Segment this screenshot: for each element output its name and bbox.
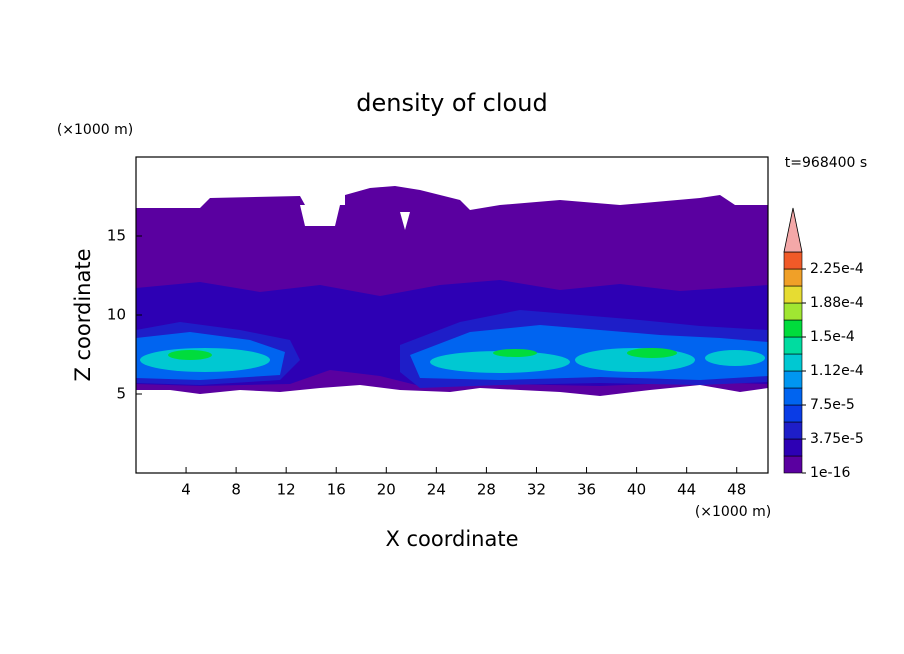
y-tick-label: 10 xyxy=(107,306,126,324)
y-tick-label: 5 xyxy=(116,385,126,403)
colorbar-band xyxy=(783,438,803,457)
contour-region xyxy=(627,348,677,358)
y-unit: (×1000 m) xyxy=(57,122,133,138)
colorbar-over xyxy=(783,207,803,253)
contour-field xyxy=(136,186,768,396)
colorbar-band xyxy=(783,319,803,338)
colorbar-label: 7.5e-5 xyxy=(810,397,855,413)
contour-region xyxy=(430,351,570,373)
x-tick-label: 40 xyxy=(627,481,646,499)
contour-region xyxy=(493,349,537,357)
colorbar-band xyxy=(783,387,803,406)
colorbar-band xyxy=(783,268,803,287)
x-tick-label: 16 xyxy=(327,481,346,499)
chart-title: density of cloud xyxy=(356,89,547,117)
colorbar-label: 2.25e-4 xyxy=(810,261,864,277)
x-unit: (×1000 m) xyxy=(695,504,771,520)
colorbar-band xyxy=(783,285,803,304)
y-axis-label: Z coordinate xyxy=(71,248,95,381)
y-tick-label: 15 xyxy=(107,227,126,245)
colorbar-label: 1.5e-4 xyxy=(810,329,855,345)
x-tick-label: 24 xyxy=(427,481,446,499)
x-tick-label: 48 xyxy=(727,481,746,499)
x-tick-label: 28 xyxy=(477,481,496,499)
colorbar-band xyxy=(783,302,803,321)
colorbar-label: 3.75e-5 xyxy=(810,431,864,447)
colorbar-band xyxy=(783,455,803,474)
x-tick-label: 36 xyxy=(577,481,596,499)
contour-hole xyxy=(300,205,410,230)
x-tick-label: 4 xyxy=(181,481,191,499)
x-tick-label: 20 xyxy=(377,481,396,499)
colorbar-label: 1e-16 xyxy=(810,465,850,481)
x-tick-label: 32 xyxy=(527,481,546,499)
x-tick-label: 44 xyxy=(677,481,696,499)
contour-region xyxy=(705,350,765,366)
colorbar-band xyxy=(783,370,803,389)
x-tick-label: 12 xyxy=(277,481,296,499)
colorbar-label: 1.88e-4 xyxy=(810,295,864,311)
contour-region xyxy=(168,350,212,360)
colorbar-band xyxy=(783,421,803,440)
x-axis-label: X coordinate xyxy=(385,527,518,551)
x-tick-label: 8 xyxy=(231,481,241,499)
colorbar-band xyxy=(783,251,803,270)
colorbar-band xyxy=(783,353,803,372)
colorbar-band xyxy=(783,336,803,355)
time-label: t=968400 s xyxy=(785,155,867,171)
colorbar-label: 1.12e-4 xyxy=(810,363,864,379)
colorbar-band xyxy=(783,404,803,423)
